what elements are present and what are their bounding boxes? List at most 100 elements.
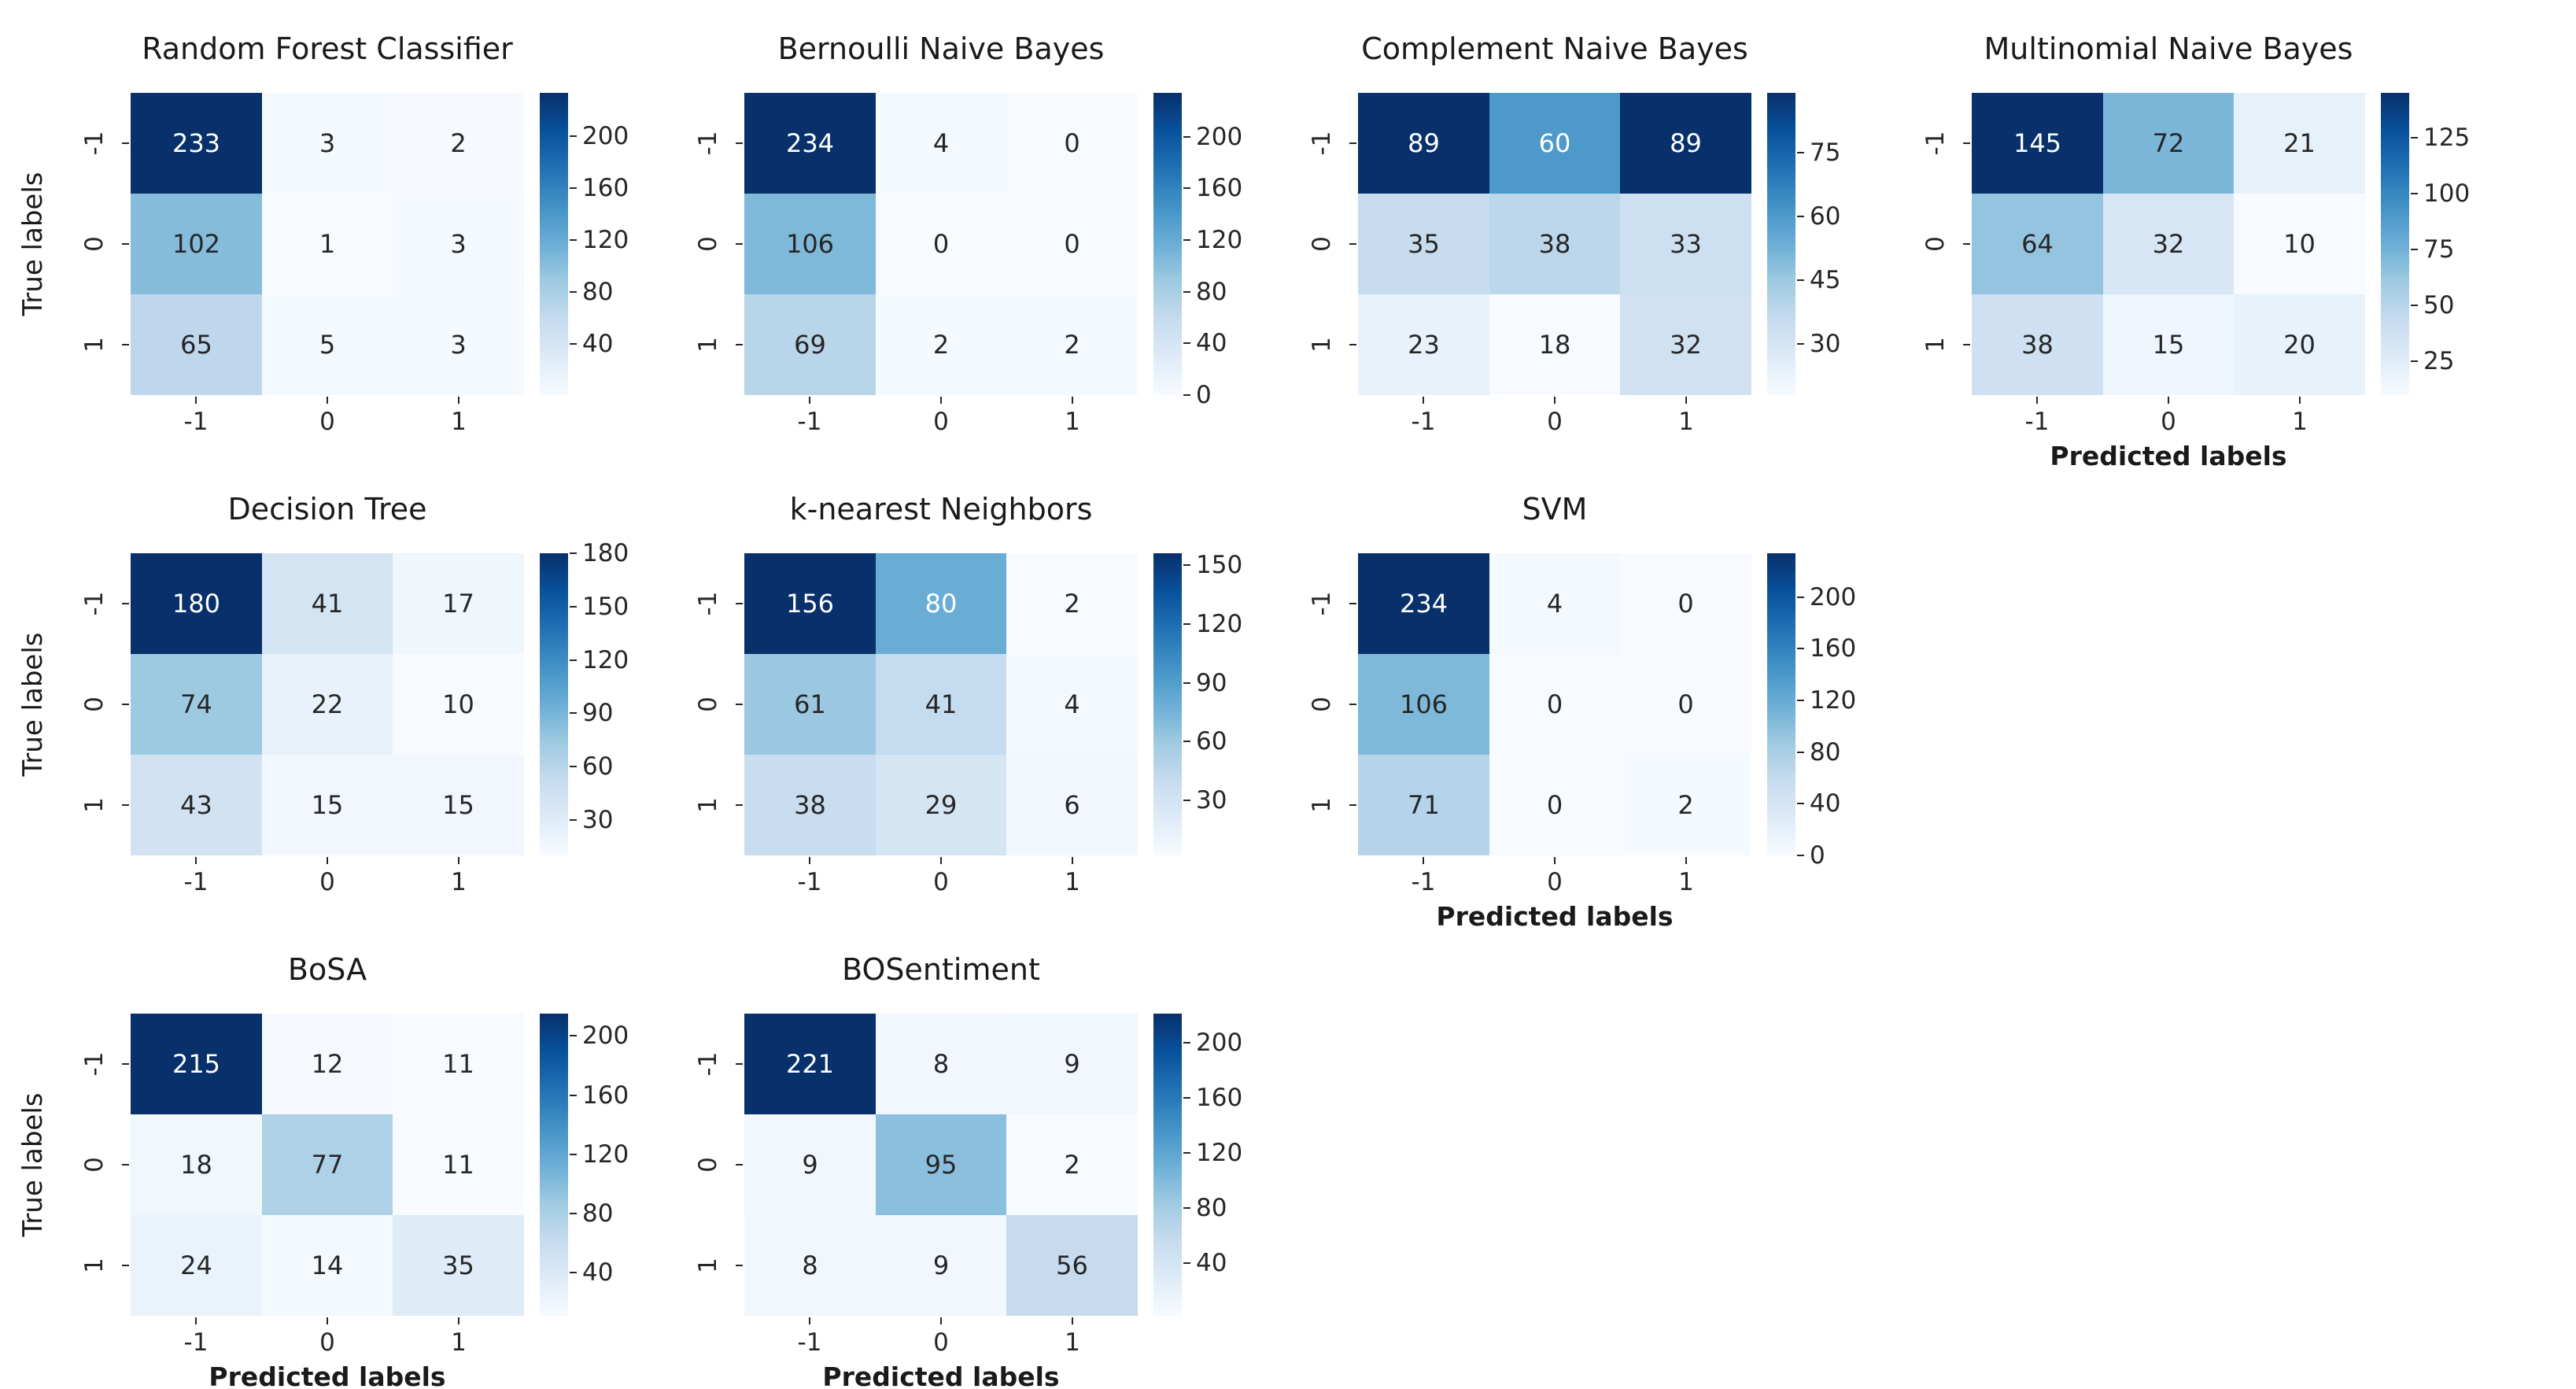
tick-mark [809,857,810,864]
colorbar-tick-label: 80 [582,1199,614,1228]
heatmap-grid: 234 4 0 106 0 0 71 0 2 [1358,553,1751,855]
colorbar-tick-label: 150 [1196,551,1243,579]
tick-mark [736,243,743,245]
colorbar-tick-label: 160 [1196,174,1243,202]
colorbar-tick-mark [1797,803,1804,804]
matrix-cell: 233 [131,93,262,194]
y-tick-label: -1 [80,1051,109,1077]
tick-mark [1349,603,1356,604]
colorbar-tick-label: 0 [1196,381,1212,409]
x-tick-label: 0 [933,1328,949,1357]
x-axis-label: Predicted labels [1436,901,1674,932]
tick-mark [1349,704,1356,705]
colorbar-tick-mark [570,1213,577,1214]
y-tick-label: -1 [1921,131,1950,156]
matrix-cell: 106 [1358,654,1489,755]
colorbar-tick-mark [570,552,577,554]
y-tick-label: -1 [1308,131,1336,156]
x-tick-label: 1 [1678,408,1694,436]
colorbar-tick-label: 60 [1810,202,1841,231]
tick-mark [1554,857,1556,864]
heatmap-grid: 233 3 2 102 1 3 65 5 3 [131,93,524,395]
chart-title: SVM [1522,492,1588,526]
colorbar-tick-label: 75 [2423,235,2455,264]
subplot-k-nearest-neighbors: k-nearest Neighbors 156 80 2 61 41 4 38 29 6 -1 0 1 -… [615,468,1242,929]
matrix-cell: 3 [262,93,393,194]
tick-mark [1349,142,1356,144]
matrix-cell: 0 [1006,93,1138,194]
tick-mark [122,344,129,345]
matrix-cell: 41 [876,654,1006,755]
colorbar-tick-label: 40 [1196,1249,1227,1277]
matrix-cell: 65 [131,294,262,395]
y-tick-label: -1 [1308,591,1336,616]
tick-mark [195,1317,197,1324]
matrix-cell: 89 [1620,93,1751,194]
colorbar-tick-mark [1183,291,1190,293]
matrix-cell: 32 [2103,194,2234,294]
matrix-cell: 234 [744,93,876,194]
matrix-cell: 43 [131,755,262,855]
matrix-cell: 18 [131,1114,262,1215]
y-axis-label: True labels [17,632,49,777]
matrix-cell: 17 [393,553,524,654]
chart-title: Bernoulli Naive Bayes [777,31,1105,66]
colorbar-tick-mark [2411,193,2418,194]
tick-mark [736,1265,743,1266]
x-axis-label: Predicted labels [2050,441,2287,471]
colorbar-tick-label: 75 [1810,139,1841,167]
y-tick-label: 0 [80,1157,109,1173]
x-axis-label: Predicted labels [209,1361,446,1389]
matrix-cell: 2 [876,294,1006,395]
colorbar-tick-label: 50 [2423,291,2455,320]
tick-mark [940,857,942,864]
tick-mark [1423,857,1424,864]
matrix-cell: 21 [2234,93,2365,194]
colorbar-tick-mark [570,766,577,767]
matrix-cell: 145 [1972,93,2103,194]
tick-mark [2036,397,2038,404]
matrix-cell: 10 [2234,194,2365,294]
x-tick-label: 1 [1065,408,1080,436]
x-tick-label: 1 [1065,868,1080,896]
matrix-cell: 8 [744,1215,876,1316]
colorbar-tick-label: 45 [1810,266,1841,294]
tick-mark [736,804,743,806]
y-axis-label: True labels [17,1092,49,1237]
matrix-cell: 9 [1006,1014,1138,1114]
y-tick-label: 0 [1921,236,1950,252]
matrix-cell: 35 [393,1215,524,1316]
colorbar [540,1014,568,1316]
tick-mark [736,142,743,144]
colorbar-tick-mark [1183,1207,1190,1209]
x-tick-label: -1 [797,1328,822,1357]
matrix-cell: 18 [1489,294,1620,395]
colorbar-tick-label: 120 [582,646,629,674]
tick-mark [1963,243,1970,245]
colorbar-tick-mark [1183,1042,1190,1044]
heatmap-grid: 180 41 17 74 22 10 43 15 15 [131,553,524,855]
x-tick-label: -1 [1411,408,1436,436]
colorbar-tick-label: 200 [582,1021,629,1050]
y-axis-label: True labels [17,172,49,316]
colorbar-tick-mark [1183,187,1190,189]
colorbar-tick-mark [1797,279,1804,281]
matrix-cell: 2 [393,93,524,194]
matrix-cell: 9 [744,1114,876,1215]
matrix-cell: 80 [876,553,1006,654]
tick-mark [1349,243,1356,245]
subplot-decision-tree: Decision Tree 180 41 17 74 22 10 43 15 15 -1 0 1 -1 0 1… [2,468,629,929]
heatmap-grid: 221 8 9 9 95 2 8 9 56 [744,1014,1138,1316]
colorbar-tick-mark [1797,700,1804,701]
colorbar-tick-mark [1797,648,1804,649]
y-tick-label: 0 [1308,696,1336,712]
matrix-cell: 60 [1489,93,1620,194]
y-tick-label: 1 [80,797,109,813]
matrix-cell: 32 [1620,294,1751,395]
x-axis-label: Predicted labels [822,1361,1060,1389]
colorbar-tick-label: 125 [2423,124,2471,152]
colorbar-tick-label: 40 [582,330,614,358]
matrix-cell: 3 [393,194,524,294]
colorbar-tick-mark [1183,623,1190,625]
tick-mark [458,1317,459,1324]
